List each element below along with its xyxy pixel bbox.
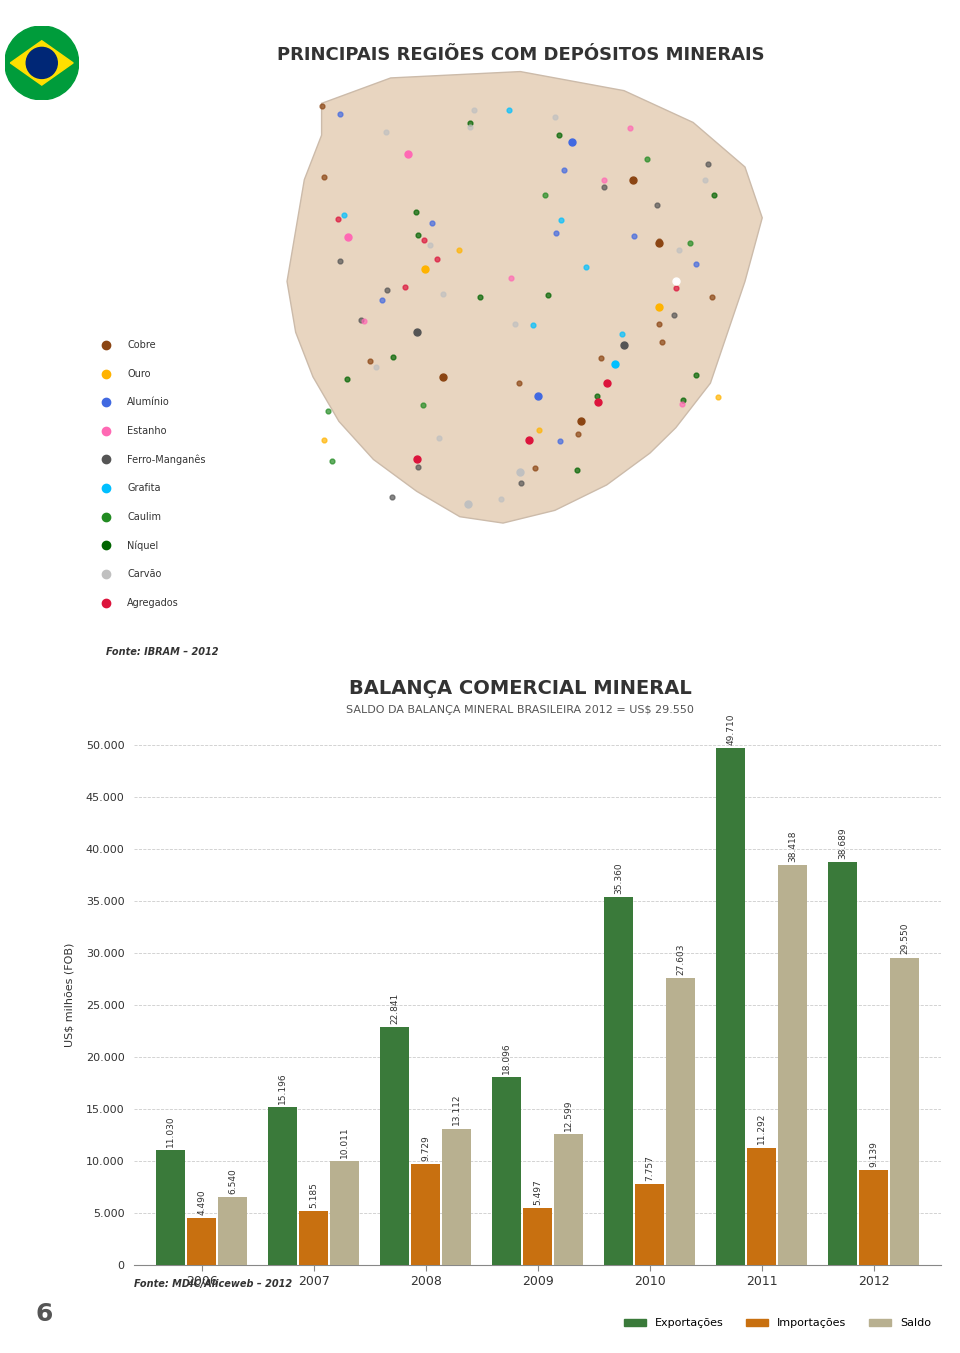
Text: 15.196: 15.196	[278, 1072, 287, 1104]
Text: 4.490: 4.490	[197, 1189, 206, 1215]
Polygon shape	[287, 72, 762, 524]
Text: Níquel: Níquel	[127, 540, 158, 551]
Text: Ferro-Manganês: Ferro-Manganês	[127, 455, 205, 464]
Text: 12.599: 12.599	[564, 1099, 573, 1131]
Bar	[778, 865, 807, 1265]
Text: Grafita: Grafita	[127, 483, 160, 492]
Text: Cobre: Cobre	[127, 340, 156, 350]
Polygon shape	[11, 41, 73, 85]
Text: 49.710: 49.710	[727, 713, 735, 744]
Text: Carvão: Carvão	[127, 570, 161, 579]
Text: Ouro: Ouro	[127, 368, 151, 379]
Bar	[604, 897, 634, 1265]
Bar	[890, 958, 919, 1265]
Text: 10.011: 10.011	[340, 1126, 348, 1158]
Text: 5.185: 5.185	[309, 1183, 318, 1208]
Bar	[636, 1184, 664, 1265]
Text: Fonte: IBRAM – 2012: Fonte: IBRAM – 2012	[106, 647, 218, 656]
Text: 35.360: 35.360	[614, 862, 623, 894]
Bar	[716, 748, 745, 1265]
Text: Brasil: Brasil	[30, 222, 59, 319]
Bar	[747, 1147, 777, 1265]
Text: PRINCIPAIS REGIÕES COM DEPÓSITOS MINERAIS: PRINCIPAIS REGIÕES COM DEPÓSITOS MINERAI…	[276, 46, 764, 64]
Bar	[442, 1128, 471, 1265]
Text: 29.550: 29.550	[900, 923, 909, 954]
Text: INFORMAÇÕES E ANÁLISES DA ECONOMIA MINERAL BRASILEIRA • 7ª EDIÇÃO: INFORMAÇÕES E ANÁLISES DA ECONOMIA MINER…	[39, 894, 50, 1216]
Text: 7.757: 7.757	[645, 1155, 654, 1181]
Circle shape	[26, 47, 58, 78]
Text: Agregados: Agregados	[127, 598, 179, 607]
Bar	[218, 1197, 247, 1265]
Text: Caulim: Caulim	[127, 511, 161, 522]
Text: Alumínio: Alumínio	[127, 398, 170, 407]
Text: Fonte: MDIC/Aliceweb – 2012: Fonte: MDIC/Aliceweb – 2012	[134, 1279, 293, 1288]
Text: 27.603: 27.603	[676, 943, 684, 974]
Text: 38.689: 38.689	[838, 828, 848, 859]
Text: 22.841: 22.841	[391, 993, 399, 1024]
Text: 13.112: 13.112	[452, 1095, 461, 1126]
Text: Estanho: Estanho	[127, 426, 167, 436]
Text: 18.096: 18.096	[502, 1042, 512, 1073]
Bar	[523, 1208, 552, 1265]
Circle shape	[5, 26, 79, 100]
Bar	[330, 1161, 359, 1265]
Bar	[187, 1218, 216, 1265]
Bar	[156, 1150, 185, 1265]
Text: 38.418: 38.418	[788, 831, 797, 862]
Bar	[411, 1164, 440, 1265]
Bar	[554, 1134, 583, 1265]
Text: BALANÇA COMERCIAL MINERAL: BALANÇA COMERCIAL MINERAL	[348, 679, 692, 698]
Text: 7ª EDIÇÃO: 7ª EDIÇÃO	[36, 576, 52, 641]
Bar	[859, 1170, 888, 1265]
Bar	[380, 1027, 409, 1265]
Legend: Exportações, Importações, Saldo: Exportações, Importações, Saldo	[619, 1314, 935, 1333]
Text: 11.030: 11.030	[166, 1115, 176, 1147]
Bar	[268, 1107, 298, 1265]
Text: 6.540: 6.540	[228, 1168, 237, 1193]
Bar	[828, 862, 857, 1265]
Bar	[299, 1211, 328, 1265]
Text: 9.729: 9.729	[421, 1135, 430, 1161]
Text: 11.292: 11.292	[757, 1114, 766, 1145]
Text: 6: 6	[36, 1302, 53, 1326]
Bar	[666, 978, 695, 1265]
Bar	[492, 1077, 521, 1265]
Text: SALDO DA BALANÇA MINERAL BRASILEIRA 2012 = US$ 29.550: SALDO DA BALANÇA MINERAL BRASILEIRA 2012…	[347, 705, 694, 714]
Text: 5.497: 5.497	[533, 1178, 542, 1204]
Text: 9.139: 9.139	[869, 1141, 878, 1166]
Y-axis label: US$ milhões (FOB): US$ milhões (FOB)	[65, 942, 75, 1047]
